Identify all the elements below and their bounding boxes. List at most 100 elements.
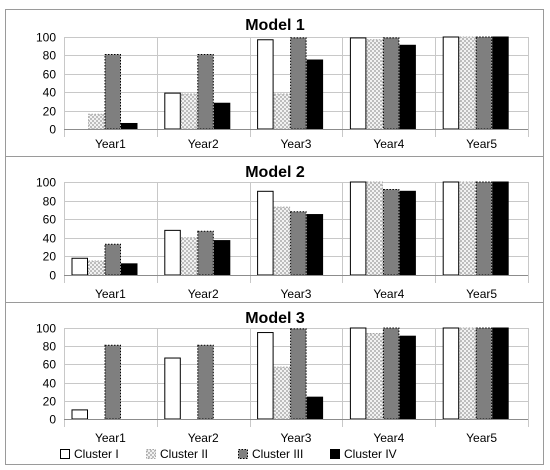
bar-cluster-ii-year3 (273, 366, 291, 420)
bar-cluster-i-year3 (257, 39, 274, 130)
bar-cluster-i-year4 (349, 181, 367, 276)
bar-cluster-ii-year2 (180, 93, 198, 130)
bar-cluster-ii-year4 (366, 332, 383, 420)
y-tick-label: 80 (43, 49, 57, 63)
bar-cluster-iv-year3 (306, 214, 324, 276)
x-tick-label: Year5 (466, 287, 497, 301)
bar-cluster-iii-year3 (290, 328, 307, 420)
bar-cluster-i-year2 (164, 357, 181, 420)
y-tick-label: 20 (43, 395, 57, 409)
bar-cluster-iii-year3 (290, 211, 307, 276)
bar-cluster-iv-year1 (121, 263, 138, 276)
x-tick-label: Year4 (373, 287, 404, 301)
bar-cluster-ii-year1 (88, 113, 105, 130)
bar-cluster-iv-year5 (492, 181, 509, 276)
bar-cluster-iv-year3 (306, 396, 324, 420)
x-tick-label: Year1 (95, 431, 126, 445)
bar-cluster-iii-year2 (197, 230, 214, 276)
bar-cluster-i-year4 (349, 37, 367, 130)
bar-cluster-iii-year5 (475, 181, 493, 276)
x-tick-label: Year3 (281, 431, 312, 445)
y-tick-label: 100 (36, 176, 56, 190)
bar-cluster-ii-year4 (366, 181, 383, 276)
bar-cluster-iv-year5 (492, 327, 509, 420)
y-tick-label: 40 (43, 377, 57, 391)
bar-cluster-iv-year4 (399, 190, 416, 276)
bar-cluster-i-year4 (349, 327, 367, 420)
x-tick-label: Year4 (373, 431, 404, 445)
bar-cluster-i-year5 (442, 327, 460, 420)
legend: Cluster I Cluster II Cluster III Cluster IV (60, 447, 397, 461)
y-tick-label: 0 (49, 123, 56, 137)
x-tick-label: Year2 (188, 287, 219, 301)
bar-cluster-iii-year4 (382, 327, 400, 420)
legend-swatch-cluster-iii (238, 449, 248, 459)
bar-cluster-iv-year3 (306, 59, 324, 130)
x-tick-label: Year1 (95, 137, 126, 151)
bar-cluster-i-year5 (442, 181, 460, 276)
legend-label-cluster-i: Cluster I (74, 447, 119, 461)
chart-title: Model 2 (245, 164, 305, 181)
x-tick-label: Year3 (281, 287, 312, 301)
legend-swatch-cluster-i (60, 449, 70, 459)
bar-cluster-iii-year5 (475, 327, 493, 420)
legend-label-cluster-iii: Cluster III (252, 447, 303, 461)
legend-label-cluster-ii: Cluster II (160, 447, 208, 461)
x-tick-label: Year1 (95, 287, 126, 301)
figure-frame (5, 9, 544, 465)
bar-cluster-i-year5 (442, 36, 460, 130)
bar-cluster-iii-year1 (104, 344, 121, 420)
chart-title: Model 3 (245, 310, 305, 327)
legend-swatch-cluster-iv (330, 449, 340, 459)
bar-cluster-i-year2 (164, 229, 181, 276)
bar-cluster-iv-year4 (399, 44, 416, 130)
bar-cluster-ii-year5 (459, 181, 476, 276)
bar-cluster-iv-year5 (492, 36, 509, 130)
bar-cluster-ii-year1 (88, 260, 105, 276)
panel-model-3: Model 3 0 20 40 60 80 100 Year1 Year2 Year3 Year4 Y… (36, 310, 529, 445)
bar-cluster-iv-year2 (213, 102, 231, 130)
bar-cluster-ii-year2 (180, 237, 198, 276)
bar-cluster-ii-year5 (459, 36, 476, 130)
y-tick-label: 60 (43, 213, 57, 227)
legend-label-cluster-iv: Cluster IV (344, 447, 397, 461)
x-tick-label: Year3 (281, 137, 312, 151)
bar-cluster-i-year1 (71, 409, 88, 420)
bar-cluster-iv-year4 (399, 335, 416, 420)
x-tick-label: Year4 (373, 137, 404, 151)
y-tick-label: 0 (49, 269, 56, 283)
bar-cluster-ii-year3 (273, 206, 291, 276)
bar-cluster-iii-year4 (382, 188, 400, 276)
bar-cluster-iii-year1 (104, 243, 121, 276)
bar-cluster-ii-year5 (459, 327, 476, 420)
bar-cluster-iii-year2 (197, 344, 214, 420)
bar-cluster-ii-year3 (273, 93, 291, 130)
bar-cluster-iii-year1 (104, 53, 121, 130)
y-tick-label: 60 (43, 358, 57, 372)
y-tick-label: 80 (43, 195, 57, 209)
chart-title: Model 1 (245, 17, 305, 34)
bar-cluster-i-year3 (257, 190, 274, 276)
bar-cluster-iv-year2 (213, 240, 231, 276)
panel-model-2: Model 2 0 20 40 60 80 100 Year1 Year2 Year3 Year4 Y… (36, 164, 529, 301)
bar-cluster-i-year2 (164, 92, 181, 130)
bar-cluster-iii-year4 (382, 37, 400, 130)
y-tick-label: 20 (43, 105, 57, 119)
y-tick-label: 20 (43, 250, 57, 264)
y-tick-label: 40 (43, 86, 57, 100)
panel-model-1: Model 1 0 20 40 60 80 100 Year1 Year2 Year3 Year4 Y… (36, 17, 529, 151)
x-tick-label: Year2 (188, 137, 219, 151)
y-tick-label: 100 (36, 31, 56, 45)
y-tick-label: 40 (43, 232, 57, 246)
y-tick-label: 60 (43, 68, 57, 82)
y-tick-label: 0 (49, 413, 56, 427)
x-tick-label: Year5 (466, 137, 497, 151)
bar-cluster-iii-year3 (290, 37, 307, 130)
bar-cluster-iv-year1 (121, 122, 138, 130)
x-tick-label: Year2 (188, 431, 219, 445)
bar-cluster-ii-year4 (366, 39, 383, 130)
bar-cluster-iii-year5 (475, 36, 493, 130)
legend-swatch-cluster-ii (146, 449, 156, 459)
bar-cluster-i-year1 (71, 257, 88, 276)
y-tick-label: 80 (43, 340, 57, 354)
